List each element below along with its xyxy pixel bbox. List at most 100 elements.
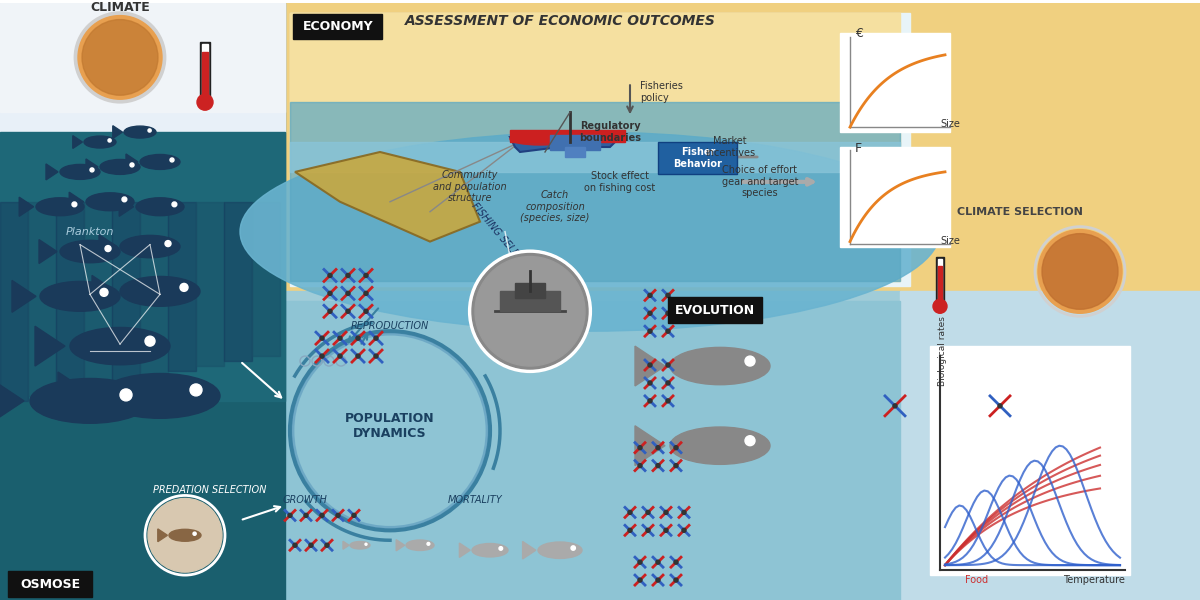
- Circle shape: [648, 399, 652, 403]
- Circle shape: [646, 511, 650, 514]
- Circle shape: [656, 464, 660, 467]
- Circle shape: [346, 292, 350, 295]
- Circle shape: [130, 163, 134, 167]
- Circle shape: [666, 381, 670, 385]
- Circle shape: [674, 446, 678, 449]
- Circle shape: [328, 292, 332, 295]
- Ellipse shape: [100, 160, 140, 175]
- Circle shape: [325, 543, 329, 547]
- Circle shape: [1042, 233, 1118, 309]
- Circle shape: [293, 543, 298, 547]
- Circle shape: [499, 547, 503, 550]
- Ellipse shape: [60, 164, 100, 179]
- Ellipse shape: [30, 379, 150, 423]
- Circle shape: [374, 354, 378, 358]
- Ellipse shape: [670, 427, 770, 464]
- Circle shape: [320, 354, 324, 358]
- Polygon shape: [635, 426, 665, 466]
- Circle shape: [648, 363, 652, 367]
- Circle shape: [166, 241, 172, 247]
- Circle shape: [475, 257, 586, 366]
- Bar: [280, 301, 900, 600]
- Bar: [0, 202, 28, 401]
- Text: OSMOSE: OSMOSE: [20, 578, 80, 590]
- Text: Temperature: Temperature: [1063, 575, 1126, 585]
- Bar: [168, 202, 196, 371]
- Circle shape: [648, 381, 652, 385]
- Text: Size: Size: [940, 119, 960, 129]
- Bar: [280, 292, 900, 600]
- Ellipse shape: [169, 529, 202, 541]
- Bar: [200, 43, 210, 102]
- Circle shape: [352, 514, 356, 517]
- Text: €: €: [854, 28, 863, 40]
- Polygon shape: [295, 152, 480, 242]
- Circle shape: [628, 511, 632, 514]
- Circle shape: [120, 389, 132, 401]
- Circle shape: [78, 16, 162, 99]
- Bar: [0, 132, 286, 401]
- Polygon shape: [92, 275, 116, 307]
- Text: GROWTH: GROWTH: [282, 496, 328, 505]
- Bar: [280, 292, 710, 600]
- Bar: [224, 202, 252, 361]
- Bar: [140, 202, 168, 376]
- Bar: [938, 266, 942, 304]
- Circle shape: [664, 529, 668, 532]
- Ellipse shape: [120, 235, 180, 258]
- Polygon shape: [46, 164, 58, 180]
- Bar: [0, 2, 286, 600]
- Ellipse shape: [60, 241, 120, 263]
- Bar: [936, 257, 944, 307]
- Ellipse shape: [406, 540, 434, 550]
- Circle shape: [338, 354, 342, 358]
- Ellipse shape: [124, 126, 156, 138]
- Circle shape: [90, 168, 94, 172]
- Text: EVOLUTION: EVOLUTION: [674, 304, 755, 317]
- Polygon shape: [510, 137, 620, 152]
- Circle shape: [374, 336, 378, 340]
- Circle shape: [106, 245, 112, 251]
- FancyBboxPatch shape: [293, 14, 382, 40]
- FancyBboxPatch shape: [658, 142, 737, 174]
- Polygon shape: [19, 197, 34, 217]
- Text: MORTALITY: MORTALITY: [448, 496, 503, 505]
- Text: CLIMATE SELECTION: CLIMATE SELECTION: [958, 207, 1082, 217]
- Circle shape: [122, 197, 127, 202]
- Text: Biological rates: Biological rates: [938, 316, 947, 386]
- Bar: [0, 152, 280, 570]
- Bar: [280, 2, 980, 292]
- Text: Plankton: Plankton: [66, 227, 114, 236]
- Bar: [565, 147, 586, 157]
- Circle shape: [682, 511, 686, 514]
- Polygon shape: [35, 326, 65, 366]
- Ellipse shape: [670, 347, 770, 385]
- Bar: [0, 2, 286, 112]
- Circle shape: [472, 254, 588, 369]
- Text: Size: Size: [940, 236, 960, 245]
- Bar: [510, 130, 625, 142]
- Text: Community
and population
structure: Community and population structure: [433, 170, 506, 203]
- Polygon shape: [460, 543, 470, 557]
- Ellipse shape: [36, 198, 84, 216]
- Bar: [550, 135, 600, 150]
- Text: REPRODUCTION: REPRODUCTION: [350, 321, 430, 331]
- Circle shape: [666, 293, 670, 298]
- Bar: [56, 202, 84, 391]
- Circle shape: [674, 560, 678, 564]
- Bar: [840, 32, 950, 132]
- Circle shape: [745, 356, 755, 366]
- Polygon shape: [98, 235, 118, 259]
- Ellipse shape: [120, 277, 200, 307]
- Circle shape: [646, 529, 650, 532]
- Circle shape: [365, 543, 367, 545]
- Bar: [202, 52, 208, 100]
- Bar: [290, 13, 910, 286]
- Bar: [930, 346, 1130, 575]
- Bar: [196, 202, 224, 366]
- Circle shape: [682, 529, 686, 532]
- Circle shape: [190, 384, 202, 396]
- Text: ECONOMY: ECONOMY: [302, 20, 373, 33]
- Circle shape: [172, 202, 176, 207]
- Circle shape: [310, 543, 313, 547]
